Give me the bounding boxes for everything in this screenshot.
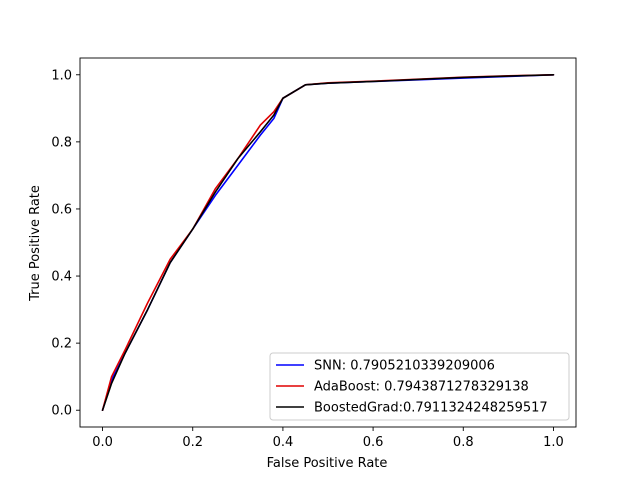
- plot-area: [101, 73, 555, 412]
- x-tick-label: 0.0: [92, 435, 113, 450]
- x-tick-label: 0.8: [453, 435, 474, 450]
- y-axis-title: True Positive Rate: [28, 185, 43, 302]
- axes-frame: [79, 57, 577, 428]
- y-tick-label: 0.6: [51, 202, 72, 217]
- axes: 0.0 0.2 0.4 0.6 0.8 1.0 0.0 0.2 0.4 0.6 0.8 1.0: [51, 57, 577, 450]
- x-tick-label: 0.4: [273, 435, 294, 450]
- x-tick-label: 0.6: [363, 435, 384, 450]
- y-tick-label: 0.0: [51, 404, 72, 419]
- legend-box: [269, 352, 570, 421]
- y-tick-label: 0.4: [51, 270, 72, 285]
- legend-label-1: SNN: 0.7905210339209006: [314, 359, 495, 374]
- x-axis-title: False Positive Rate: [267, 456, 388, 471]
- y-tick-label: 1.0: [51, 68, 72, 83]
- series-line-3: [101, 73, 555, 412]
- y-tick-label: 0.2: [51, 337, 72, 352]
- legend: SNN: 0.7905210339209006 AdaBoost: 0.79438…: [269, 352, 570, 421]
- legend-label-2: AdaBoost: 0.7943871278329138: [314, 380, 529, 395]
- legend-label-3: BoostedGrad:0.7911324248259517: [314, 401, 548, 416]
- y-tick-label: 0.8: [51, 135, 72, 150]
- x-tick-label: 1.0: [543, 435, 564, 450]
- x-tick-label: 0.2: [182, 435, 203, 450]
